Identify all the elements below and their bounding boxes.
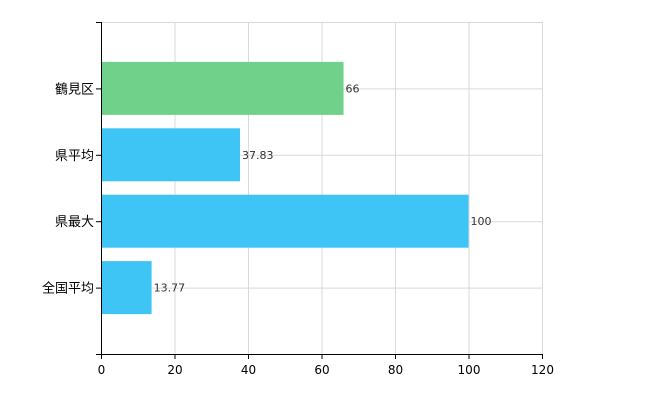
x-tick-label: 40 <box>241 363 256 377</box>
category-label: 全国平均 <box>42 281 94 297</box>
bar-value-label: 37.83 <box>242 149 274 162</box>
bar <box>101 61 344 115</box>
bar <box>101 261 152 315</box>
bar-value-label: 66 <box>346 82 360 95</box>
x-tick-label: 100 <box>458 363 481 377</box>
axis-layer <box>96 22 543 359</box>
x-tick-label: 80 <box>388 363 403 377</box>
bar <box>101 194 469 248</box>
category-label: 鶴見区 <box>55 81 94 97</box>
x-tick-label: 60 <box>314 363 329 377</box>
x-tick-label: 0 <box>98 363 106 377</box>
bar-value-label: 13.77 <box>154 282 186 295</box>
bar <box>101 128 241 182</box>
bar-layer <box>101 61 469 315</box>
category-label: 県最大 <box>55 215 94 230</box>
x-tick-label: 20 <box>167 363 182 377</box>
x-tick-label: 120 <box>531 363 554 377</box>
bar-value-label: 100 <box>471 215 492 228</box>
category-label: 県平均 <box>55 149 94 164</box>
